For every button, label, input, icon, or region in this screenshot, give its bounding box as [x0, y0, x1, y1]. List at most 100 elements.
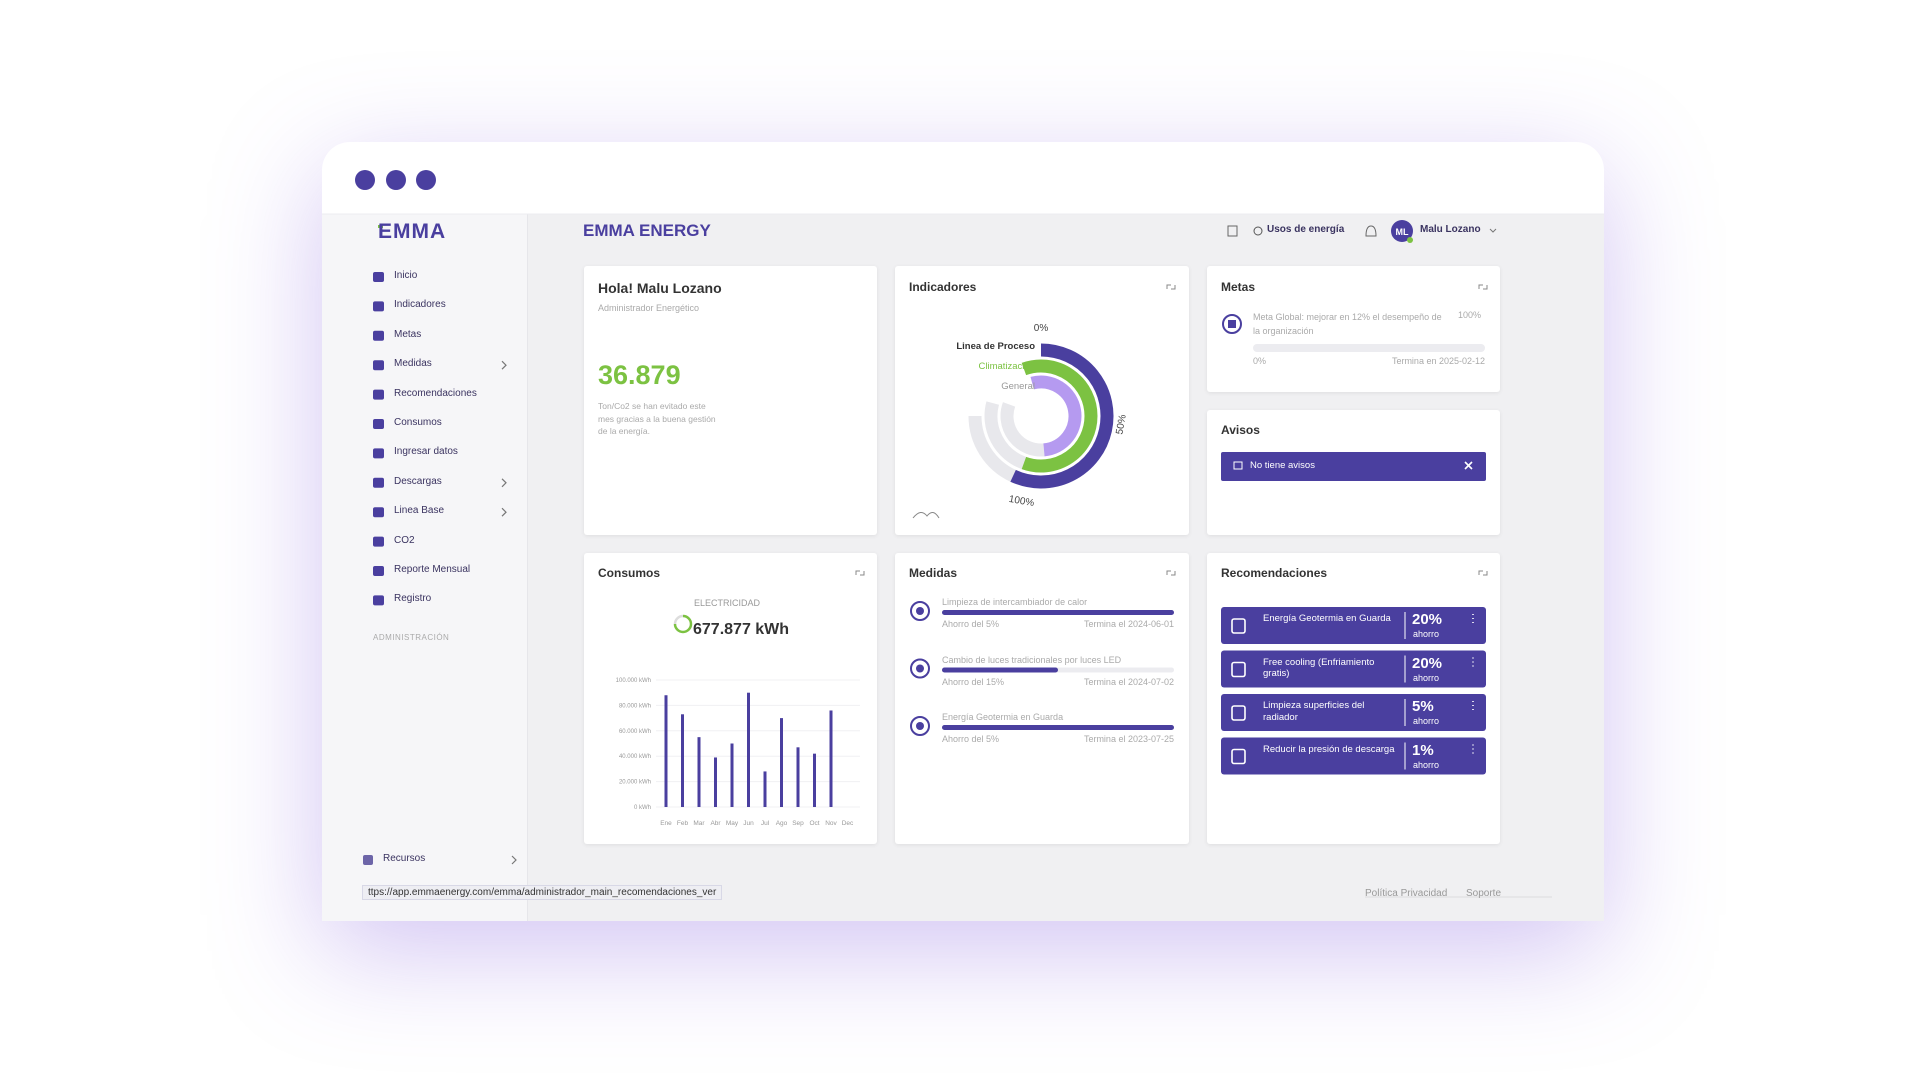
notice-icon	[1233, 461, 1243, 470]
menu-item[interactable]: Metas	[394, 328, 422, 340]
menu-icon	[373, 536, 384, 547]
menu-chevron	[501, 478, 507, 488]
scale-label: 100%	[1008, 494, 1035, 509]
bar	[796, 747, 800, 807]
measure-icon	[910, 716, 930, 736]
user-chevron	[1489, 228, 1497, 233]
x-tick-label: Jul	[761, 820, 770, 827]
measure-saving: Ahorro del 5%	[942, 619, 1000, 629]
sidebar-section: ADMINISTRACIÓN	[373, 633, 450, 642]
x-tick-label: Sep	[792, 820, 804, 827]
menu-item[interactable]: Reporte Mensual	[394, 564, 471, 575]
medidas-card	[895, 553, 1189, 844]
menu-chevron	[501, 360, 507, 370]
progress-bar	[942, 667, 1058, 673]
menu-item[interactable]: Consumos	[394, 417, 442, 428]
menu-icon	[373, 330, 384, 341]
recommendation-unit: ahorro	[1413, 672, 1440, 683]
ring-linea	[1010, 343, 1114, 489]
measure-saving: Ahorro del 5%	[942, 734, 1000, 744]
menu-item[interactable]: Inicio	[394, 270, 418, 281]
y-tick-label: 0 kWh	[634, 805, 651, 811]
bar	[681, 714, 684, 807]
status-url: ttps://app.emmaenergy.com/emma/administr…	[362, 885, 723, 900]
measure-name: Cambio de luces tradicionales por luces …	[942, 654, 1122, 665]
goal-target: 100%	[1458, 310, 1482, 320]
user-name[interactable]: Malu Lozano	[1420, 224, 1481, 235]
menu-item[interactable]: Recursos	[383, 853, 426, 864]
bar	[813, 753, 816, 807]
card-title: Medidas	[909, 566, 958, 580]
card-title: Recomendaciones	[1221, 566, 1328, 580]
recommendation[interactable]	[1221, 607, 1486, 644]
x-tick-label: Oct	[809, 820, 819, 827]
menu-item[interactable]: Linea Base	[394, 505, 445, 517]
bar	[714, 757, 717, 807]
measure-icon-inner	[916, 664, 924, 673]
mini-sparkline	[912, 512, 940, 519]
card-title: Hola! Malu Lozano	[598, 280, 722, 296]
bar	[763, 771, 767, 807]
ring-track	[968, 415, 1017, 482]
menu-item[interactable]: Medidas	[394, 358, 432, 370]
avatar	[1391, 220, 1413, 242]
recommendation[interactable]	[1221, 650, 1486, 688]
footer-link[interactable]: Soporte	[1466, 888, 1502, 899]
welcome-card	[584, 266, 877, 535]
spinner-track	[673, 614, 684, 625]
menu-item[interactable]: CO2	[394, 534, 415, 546]
bar	[730, 743, 734, 807]
x-tick-label: Dec	[842, 820, 854, 827]
menu-item[interactable]: Registro	[394, 593, 432, 605]
recommendation-percent: 20%	[1412, 611, 1443, 628]
menu-item[interactable]: Ingresar datos	[394, 446, 458, 458]
measure-saving: Ahorro del 15%	[942, 676, 1005, 687]
bar	[697, 737, 701, 807]
energy-total: 677.877 kWh	[693, 621, 790, 638]
measure-icon-inner	[916, 722, 924, 730]
recommendation-percent: 5%	[1412, 698, 1434, 715]
recommendation-name: Reducir la presión de descarga	[1263, 743, 1395, 755]
menu-icon	[363, 855, 373, 865]
indicadores-card	[895, 266, 1189, 535]
recommendation[interactable]	[1221, 737, 1486, 775]
progress-bar	[942, 610, 1174, 615]
card-title: Consumos	[598, 566, 661, 580]
footer-link[interactable]: Política Privacidad	[1365, 888, 1448, 899]
ring-climatizacion	[1021, 359, 1098, 473]
menu-item[interactable]: Recomendaciones	[394, 387, 477, 399]
menu-icon	[373, 507, 384, 518]
recommendation-icon	[1231, 748, 1246, 765]
header-icon	[1227, 225, 1238, 237]
usage-link[interactable]: Usos de energía	[1267, 224, 1345, 235]
recommendation-unit: ahorro	[1413, 629, 1440, 639]
measure-end: Termina el 2023-07-25	[1083, 734, 1174, 744]
bar	[664, 695, 668, 807]
co2-value: 36.879	[598, 360, 681, 390]
window-dot	[355, 170, 375, 190]
x-tick-label: May	[726, 820, 739, 827]
menu-item[interactable]: Indicadores	[394, 299, 446, 311]
measure-end: Termina el 2024-06-01	[1083, 619, 1174, 629]
avatar-initials: ML	[1396, 227, 1409, 237]
recommendation-name: Energía Geotermia en Guarda	[1263, 613, 1391, 624]
recommendation[interactable]	[1221, 694, 1486, 731]
measure-name: Limpieza de intercambiador de calor	[942, 597, 1088, 607]
ring-label: General	[1001, 381, 1035, 392]
recommendation-icon	[1231, 705, 1246, 721]
bar	[829, 710, 833, 807]
measure-icon-inner	[916, 607, 924, 615]
y-tick-label: 80.000 kWh	[619, 703, 651, 709]
x-tick-label: Jun	[743, 820, 754, 827]
menu-item[interactable]: Descargas	[394, 475, 442, 487]
menu-icon	[373, 419, 384, 429]
recommendation-icon	[1231, 618, 1246, 634]
menu-icon	[373, 360, 384, 371]
menu-icon	[373, 595, 384, 606]
x-tick-label: Ago	[776, 820, 788, 827]
co2-description: Ton/Co2 se han evitado este mes gracias …	[598, 401, 716, 436]
scale-label: 0%	[1034, 323, 1049, 334]
status-dot	[1407, 237, 1413, 243]
bar	[747, 692, 750, 807]
